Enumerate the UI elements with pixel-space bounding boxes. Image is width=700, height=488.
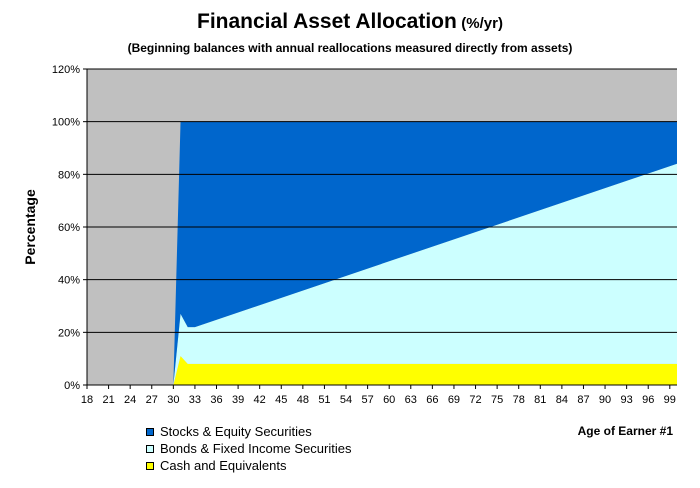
legend-swatch-stocks bbox=[146, 427, 154, 436]
x-tick-label: 60 bbox=[383, 394, 395, 406]
y-tick-label: 100% bbox=[52, 117, 80, 129]
x-tick-label: 99 bbox=[664, 394, 676, 406]
x-tick-label: 21 bbox=[102, 394, 114, 406]
x-tick-label: 54 bbox=[340, 394, 352, 406]
chart-title-text: Financial Asset Allocation bbox=[197, 10, 457, 33]
x-tick-label: 57 bbox=[361, 394, 373, 406]
legend-label-stocks: Stocks & Equity Securities bbox=[160, 424, 312, 439]
x-tick-label: 24 bbox=[124, 394, 136, 406]
x-tick-label: 66 bbox=[426, 394, 438, 406]
y-tick-label: 20% bbox=[58, 327, 80, 339]
x-tick-label: 42 bbox=[254, 394, 266, 406]
legend-label-bonds: Bonds & Fixed Income Securities bbox=[160, 441, 352, 456]
x-tick-label: 93 bbox=[621, 394, 633, 406]
y-axis-label: Percentage bbox=[22, 189, 38, 265]
legend-swatch-cash bbox=[146, 461, 154, 470]
x-tick-label: 63 bbox=[405, 394, 417, 406]
x-tick-label: 75 bbox=[491, 394, 503, 406]
legend-item-stocks: Stocks & Equity Securities bbox=[146, 423, 351, 440]
area-stocks-equity-securities bbox=[87, 121, 677, 386]
x-tick-label: 69 bbox=[448, 394, 460, 406]
chart-subtitle: (Beginning balances with annual realloca… bbox=[127, 41, 573, 55]
x-tick-label: 96 bbox=[642, 394, 654, 406]
x-tick-label: 87 bbox=[577, 394, 589, 406]
y-tick-label: 120% bbox=[52, 64, 80, 76]
x-tick-label: 84 bbox=[556, 394, 568, 406]
legend-item-bonds: Bonds & Fixed Income Securities bbox=[146, 440, 351, 457]
x-tick-label: 27 bbox=[146, 394, 158, 406]
x-tick-label: 90 bbox=[599, 394, 611, 406]
y-tick-label: 40% bbox=[58, 275, 80, 287]
x-axis-label: Age of Earner #1 bbox=[577, 424, 673, 438]
x-tick-label: 45 bbox=[275, 394, 287, 406]
x-tick-label: 81 bbox=[534, 394, 546, 406]
y-tick-label: 0% bbox=[64, 380, 80, 392]
x-tick-label: 18 bbox=[81, 394, 93, 406]
area-bonds-fixed-income-securities bbox=[87, 163, 677, 385]
x-tick-label: 30 bbox=[167, 394, 179, 406]
x-tick-label: 78 bbox=[513, 394, 525, 406]
legend: Stocks & Equity Securities Bonds & Fixed… bbox=[146, 423, 351, 474]
x-tick-label: 72 bbox=[469, 394, 481, 406]
chart-title: Financial Asset Allocation (%/yr) bbox=[0, 10, 700, 34]
x-tick-label: 51 bbox=[318, 394, 330, 406]
y-tick-label: 80% bbox=[58, 169, 80, 181]
x-tick-label: 39 bbox=[232, 394, 244, 406]
chart-title-unit: (%/yr) bbox=[461, 15, 503, 32]
y-tick-label: 60% bbox=[58, 222, 80, 234]
legend-label-cash: Cash and Equivalents bbox=[160, 458, 287, 473]
x-tick-label: 48 bbox=[297, 394, 309, 406]
area-cash-and-equivalents bbox=[87, 356, 677, 385]
x-tick-label: 33 bbox=[189, 394, 201, 406]
legend-item-cash: Cash and Equivalents bbox=[146, 457, 351, 474]
legend-swatch-bonds bbox=[146, 444, 154, 453]
x-tick-label: 36 bbox=[210, 394, 222, 406]
